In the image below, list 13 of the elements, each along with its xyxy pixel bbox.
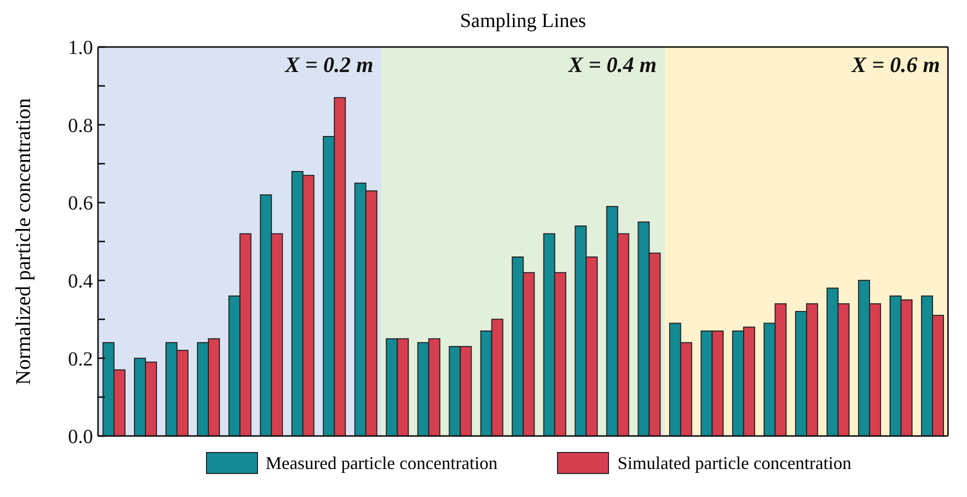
y-tick-label: 0.8 [68, 114, 93, 137]
y-tick-label: 0.2 [68, 348, 93, 370]
y-tick-label: 0.0 [68, 426, 93, 448]
legend-label: Simulated particle concentration [617, 452, 852, 474]
annotation: X = 0.6 m [850, 52, 940, 78]
annotation: X = 0.4 m [566, 52, 657, 78]
chart-title: Sampling Lines [458, 10, 588, 33]
y-tick-label: 0.6 [68, 192, 93, 215]
legend-label: Measured particle concentration [266, 452, 498, 474]
y-axis-title: Normalized particle concentration [10, 98, 36, 384]
annotation: X = 0.2 m [284, 52, 374, 78]
y-tick-label: 1.0 [68, 37, 93, 60]
y-tick-label: 0.4 [68, 270, 93, 292]
